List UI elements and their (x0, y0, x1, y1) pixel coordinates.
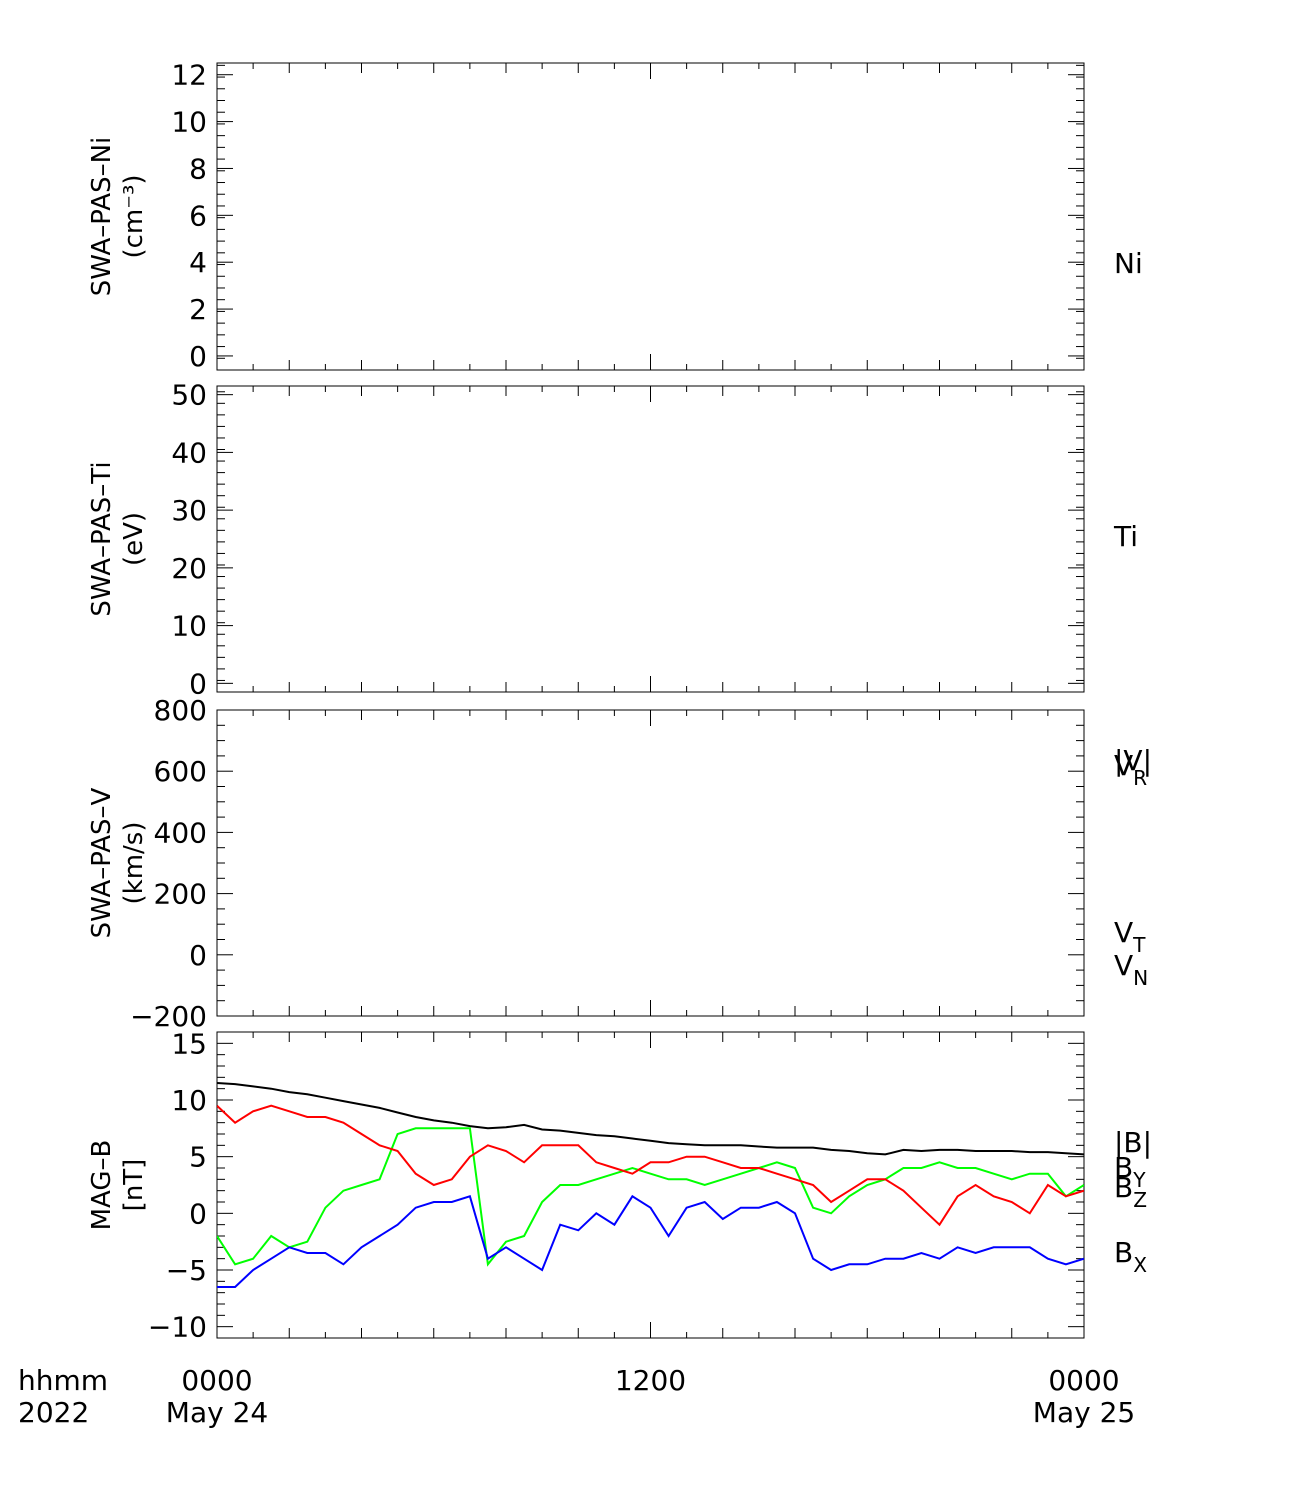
y-axis-unit: (eV) (119, 512, 149, 566)
y-tick-label: 800 (154, 694, 207, 727)
y-axis-title: SWA–PAS–Ti (87, 461, 117, 616)
series-label: BY (1114, 1151, 1146, 1192)
y-tick-label: 10 (171, 1084, 207, 1117)
y-tick-label: 200 (154, 878, 207, 911)
series-label: Ti (1113, 520, 1138, 553)
y-tick-label: 50 (171, 379, 207, 412)
panel-3: −200 0 200 400 600 800 SWA–PAS–V (km/s) |V|VR VTV… (87, 694, 1152, 1033)
time-tick-label: 1200 (615, 1364, 686, 1397)
series-label: Ni (1114, 247, 1143, 280)
y-tick-label: 15 (171, 1027, 207, 1060)
series-line-bz (217, 1104, 1084, 1227)
y-tick-label: 600 (154, 755, 207, 788)
time-tick-label: 0000 (1048, 1364, 1119, 1397)
y-tick-label: 8 (189, 152, 207, 185)
plot-frame (216, 62, 1085, 371)
y-tick-label: 10 (171, 106, 207, 139)
time-axis-label-year: 2022 (18, 1396, 89, 1429)
y-tick-label: 0 (189, 1197, 207, 1230)
series-label: VR (1114, 749, 1147, 790)
series-line-by (217, 1127, 1084, 1267)
y-tick-label: 6 (189, 199, 207, 232)
y-axis-title: SWA–PAS–Ni (87, 137, 117, 297)
y-axis-title: SWA–PAS–V (87, 787, 117, 938)
series-line-b (217, 1082, 1084, 1156)
y-axis-unit: (cm⁻³) (119, 174, 149, 258)
y-axis-title: MAG–B (87, 1140, 117, 1231)
series-label: VT (1114, 916, 1146, 957)
y-tick-label: −10 (148, 1311, 207, 1344)
y-tick-label: −5 (166, 1254, 207, 1287)
panel-2: 0 10 20 30 40 50 SWA–PAS–Ti (eV) Ti (87, 379, 1138, 701)
series-label: |V| (1114, 744, 1152, 777)
time-tick-date: May 24 (166, 1396, 268, 1429)
y-tick-label: 12 (171, 59, 207, 92)
y-tick-label: 4 (189, 246, 207, 279)
y-tick-label: 400 (154, 816, 207, 849)
y-tick-label: −200 (130, 1000, 207, 1033)
plot-frame (216, 1031, 1085, 1339)
time-tick-date: May 25 (1033, 1396, 1135, 1429)
y-axis-unit: [nT] (119, 1159, 149, 1212)
plot-frame (216, 385, 1085, 693)
y-axis-unit: (km/s) (119, 822, 149, 905)
series-label: |B| (1114, 1126, 1152, 1159)
series-label: VN (1114, 949, 1148, 990)
y-tick-label: 0 (189, 939, 207, 972)
plot-frame (216, 709, 1085, 1017)
y-tick-label: 30 (171, 494, 207, 527)
y-tick-label: 0 (189, 340, 207, 373)
panel-1: 0 2 4 6 8 10 12 SWA–PAS–Ni (cm⁻³) Ni (87, 59, 1143, 373)
series-line-bx (217, 1194, 1084, 1288)
y-tick-label: 5 (189, 1141, 207, 1174)
series-label: BZ (1114, 1171, 1147, 1212)
y-tick-label: 0 (189, 667, 207, 700)
y-tick-label: 10 (171, 610, 207, 643)
y-tick-label: 20 (171, 552, 207, 585)
series-label: BX (1114, 1236, 1147, 1277)
time-tick-label: 0000 (181, 1364, 252, 1397)
y-tick-label: 2 (189, 293, 207, 326)
y-tick-label: 40 (171, 436, 207, 469)
time-axis-label-hhmm: hhmm (18, 1364, 108, 1397)
